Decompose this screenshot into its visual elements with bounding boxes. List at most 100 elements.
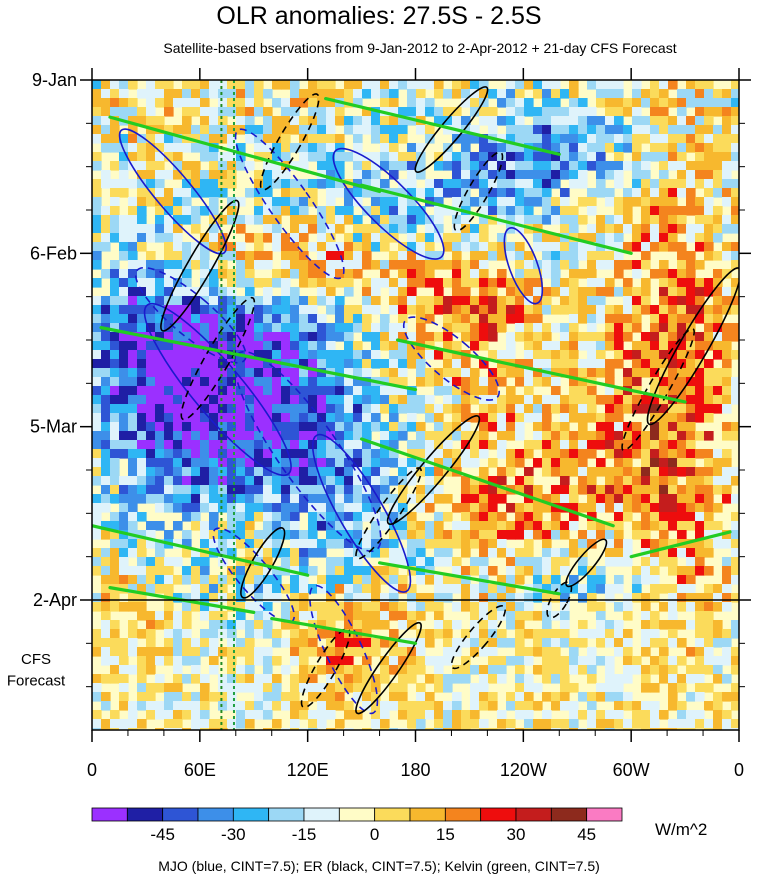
anomaly-cell	[362, 728, 372, 730]
anomaly-cell	[335, 431, 345, 441]
anomaly-cell	[290, 341, 300, 351]
anomaly-cell	[326, 584, 336, 594]
anomaly-cell	[335, 467, 345, 477]
anomaly-cell	[533, 107, 543, 117]
anomaly-cell	[731, 134, 739, 144]
anomaly-cell	[290, 233, 300, 243]
anomaly-cell	[407, 530, 417, 540]
anomaly-cell	[686, 503, 696, 513]
anomaly-cell	[416, 440, 426, 450]
anomaly-cell	[353, 368, 363, 378]
anomaly-cell	[569, 152, 579, 162]
anomaly-cell	[614, 305, 624, 315]
anomaly-cell	[722, 152, 732, 162]
anomaly-cell	[245, 287, 255, 297]
anomaly-cell	[641, 485, 651, 495]
anomaly-cell	[191, 224, 201, 234]
anomaly-cell	[227, 476, 237, 486]
anomaly-cell	[164, 503, 174, 513]
anomaly-cell	[191, 422, 201, 432]
anomaly-cell	[209, 476, 219, 486]
anomaly-cell	[119, 449, 129, 459]
anomaly-cell	[236, 404, 246, 414]
anomaly-cell	[587, 341, 597, 351]
anomaly-cell	[713, 404, 723, 414]
anomaly-cell	[416, 206, 426, 216]
anomaly-cell	[695, 278, 705, 288]
anomaly-cell	[155, 332, 165, 342]
anomaly-cell	[425, 260, 435, 270]
anomaly-cell	[146, 152, 156, 162]
anomaly-cell	[119, 521, 129, 531]
anomaly-cell	[281, 557, 291, 567]
anomaly-cell	[731, 476, 739, 486]
anomaly-cell	[524, 341, 534, 351]
anomaly-cell	[155, 377, 165, 387]
anomaly-cell	[281, 341, 291, 351]
y-tick-label: 6-Feb	[30, 243, 77, 263]
anomaly-cell	[731, 350, 739, 360]
anomaly-cell	[587, 701, 597, 711]
anomaly-cell	[686, 206, 696, 216]
anomaly-cell	[668, 197, 678, 207]
anomaly-cell	[416, 575, 426, 585]
anomaly-cell	[416, 359, 426, 369]
anomaly-cell	[605, 323, 615, 333]
anomaly-cell	[164, 404, 174, 414]
anomaly-cell	[344, 593, 354, 603]
anomaly-cell	[380, 575, 390, 585]
anomaly-cell	[299, 647, 309, 657]
anomaly-cell	[695, 647, 705, 657]
anomaly-cell	[236, 710, 246, 720]
anomaly-cell	[200, 440, 210, 450]
anomaly-cell	[497, 602, 507, 612]
anomaly-cell	[245, 314, 255, 324]
anomaly-cell	[353, 692, 363, 702]
anomaly-cell	[506, 368, 516, 378]
anomaly-cell	[146, 368, 156, 378]
anomaly-cell	[704, 179, 714, 189]
anomaly-cell	[713, 710, 723, 720]
anomaly-cell	[191, 548, 201, 558]
anomaly-cell	[128, 413, 138, 423]
anomaly-cell	[164, 431, 174, 441]
anomaly-cell	[137, 611, 147, 621]
anomaly-cell	[488, 170, 498, 180]
anomaly-cell	[452, 170, 462, 180]
anomaly-cell	[605, 413, 615, 423]
anomaly-cell	[479, 728, 489, 730]
anomaly-cell	[641, 125, 651, 135]
anomaly-cell	[173, 476, 183, 486]
anomaly-cell	[650, 413, 660, 423]
anomaly-cell	[722, 359, 732, 369]
anomaly-cell	[218, 269, 228, 279]
anomaly-cell	[263, 377, 273, 387]
anomaly-cell	[155, 521, 165, 531]
anomaly-cell	[623, 503, 633, 513]
anomaly-cell	[587, 161, 597, 171]
anomaly-cell	[335, 188, 345, 198]
anomaly-cell	[389, 404, 399, 414]
anomaly-cell	[209, 161, 219, 171]
anomaly-cell	[182, 215, 192, 225]
anomaly-cell	[164, 620, 174, 630]
anomaly-cell	[605, 305, 615, 315]
anomaly-cell	[353, 89, 363, 99]
anomaly-cell	[119, 278, 129, 288]
anomaly-cell	[650, 476, 660, 486]
anomaly-cell	[551, 98, 561, 108]
anomaly-cell	[371, 152, 381, 162]
anomaly-cell	[650, 179, 660, 189]
anomaly-cell	[389, 395, 399, 405]
anomaly-cell	[497, 188, 507, 198]
anomaly-cell	[560, 584, 570, 594]
anomaly-cell	[704, 233, 714, 243]
anomaly-cell	[371, 575, 381, 585]
anomaly-cell	[308, 89, 318, 99]
anomaly-cell	[272, 242, 282, 252]
anomaly-cell	[155, 539, 165, 549]
anomaly-cell	[119, 377, 129, 387]
anomaly-cell	[389, 350, 399, 360]
anomaly-cell	[110, 80, 120, 90]
anomaly-cell	[587, 719, 597, 729]
